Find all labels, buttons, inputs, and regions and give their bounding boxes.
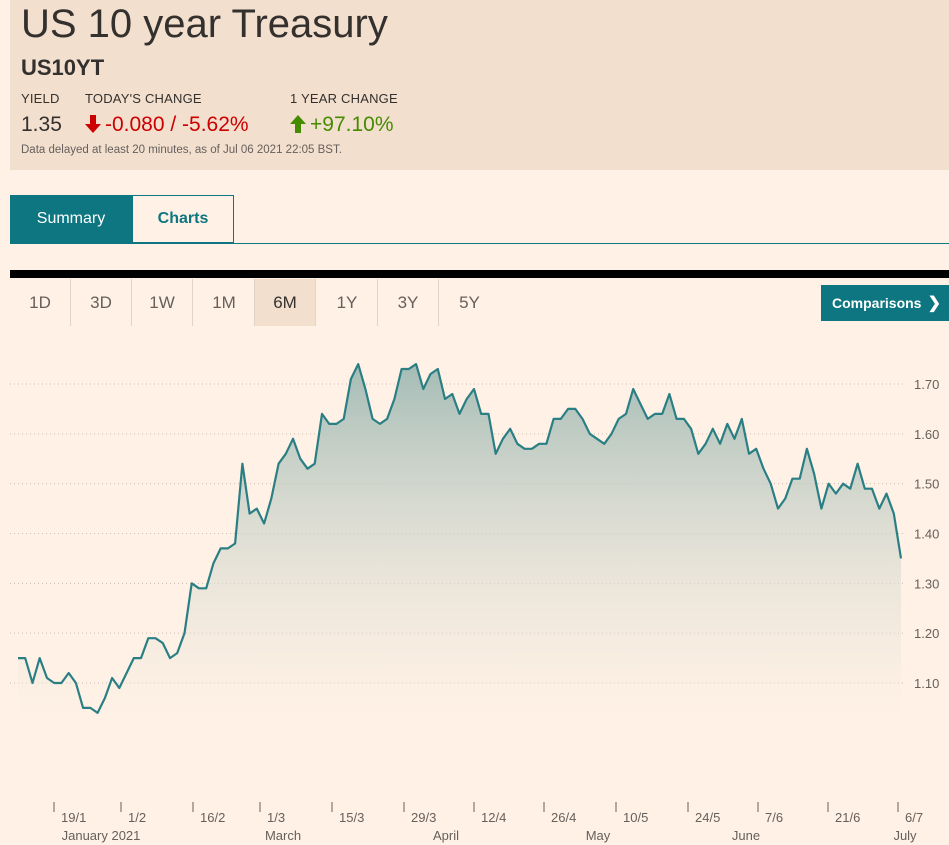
tab-summary[interactable]: Summary bbox=[10, 195, 132, 243]
todays-change: -0.080 / -5.62% bbox=[85, 113, 249, 137]
month-label: June bbox=[732, 828, 760, 843]
x-tick-label: 16/2 bbox=[200, 810, 225, 825]
y-tick-label: 1.20 bbox=[914, 626, 939, 641]
page-title: US 10 year Treasury bbox=[21, 2, 388, 46]
chevron-right-icon: ❯ bbox=[927, 295, 941, 312]
range-3d-button[interactable]: 3D bbox=[71, 279, 132, 326]
y-tick-label: 1.60 bbox=[914, 427, 939, 442]
x-axis: 19/1 1/2 16/2 1/3 15/3 29/3 12/4 26/4 10/5 24/5 7/… bbox=[53, 802, 923, 843]
x-tick-label: 15/3 bbox=[339, 810, 364, 825]
range-5y-button[interactable]: 5Y bbox=[459, 292, 480, 312]
year-change-label: 1 YEAR CHANGE bbox=[290, 91, 398, 106]
x-tick-label: 12/4 bbox=[481, 810, 506, 825]
x-tick-label: 6/7 bbox=[905, 810, 923, 825]
x-tick-label: 24/5 bbox=[695, 810, 720, 825]
yield-value: 1.35 bbox=[21, 113, 62, 136]
y-tick-label: 1.70 bbox=[914, 377, 939, 392]
arrow-down-icon bbox=[85, 115, 101, 133]
month-label: July bbox=[893, 828, 917, 843]
comparisons-button[interactable]: Comparisons ❯ bbox=[821, 285, 949, 321]
x-tick-label: 1/3 bbox=[267, 810, 285, 825]
month-label: March bbox=[265, 828, 301, 843]
todays-change-label: TODAY'S CHANGE bbox=[85, 91, 202, 106]
month-label: January 2021 bbox=[62, 828, 141, 843]
year-change-value: +97.10% bbox=[310, 113, 394, 136]
todays-change-value: -0.080 / -5.62% bbox=[105, 113, 249, 136]
comparisons-label: Comparisons bbox=[832, 295, 922, 311]
tab-charts[interactable]: Charts bbox=[132, 195, 234, 243]
year-change: +97.10% bbox=[290, 113, 394, 137]
yield-series-line bbox=[18, 363, 903, 714]
range-3y-button[interactable]: 3Y bbox=[378, 279, 439, 326]
x-tick-label: 10/5 bbox=[623, 810, 648, 825]
ticker-symbol: US10YT bbox=[21, 55, 105, 80]
range-1d-button[interactable]: 1D bbox=[10, 279, 71, 326]
y-tick-label: 1.50 bbox=[914, 477, 939, 492]
range-6m-button[interactable]: 6M bbox=[255, 279, 316, 326]
data-delay-note: Data delayed at least 20 minutes, as of … bbox=[21, 144, 342, 156]
month-label: May bbox=[586, 828, 611, 843]
y-tick-label: 1.30 bbox=[914, 576, 939, 591]
x-tick-label: 21/6 bbox=[835, 810, 860, 825]
range-1w-button[interactable]: 1W bbox=[132, 279, 193, 326]
y-axis: 1.10 1.20 1.30 1.40 1.50 1.60 1.70 bbox=[914, 377, 939, 691]
quote-header: US 10 year Treasury US10YT YIELD TODAY'S… bbox=[10, 0, 949, 170]
x-tick-label: 29/3 bbox=[411, 810, 436, 825]
x-tick-label: 19/1 bbox=[61, 810, 86, 825]
y-tick-label: 1.10 bbox=[914, 676, 939, 691]
y-tick-label: 1.40 bbox=[914, 527, 939, 542]
range-1m-button[interactable]: 1M bbox=[194, 279, 255, 326]
chart-area-fill bbox=[18, 364, 901, 720]
x-tick-label: 1/2 bbox=[128, 810, 146, 825]
tabs-divider bbox=[10, 243, 949, 244]
chart-top-rule bbox=[10, 270, 949, 278]
x-tick-label: 7/6 bbox=[765, 810, 783, 825]
x-tick-label: 26/4 bbox=[551, 810, 576, 825]
range-1y-button[interactable]: 1Y bbox=[317, 279, 378, 326]
month-label: April bbox=[433, 828, 459, 843]
price-chart[interactable]: 1.10 1.20 1.30 1.40 1.50 1.60 1.70 19/1 1/2 16/2… bbox=[0, 330, 949, 845]
arrow-up-icon bbox=[290, 115, 306, 133]
yield-label: YIELD bbox=[21, 91, 60, 106]
